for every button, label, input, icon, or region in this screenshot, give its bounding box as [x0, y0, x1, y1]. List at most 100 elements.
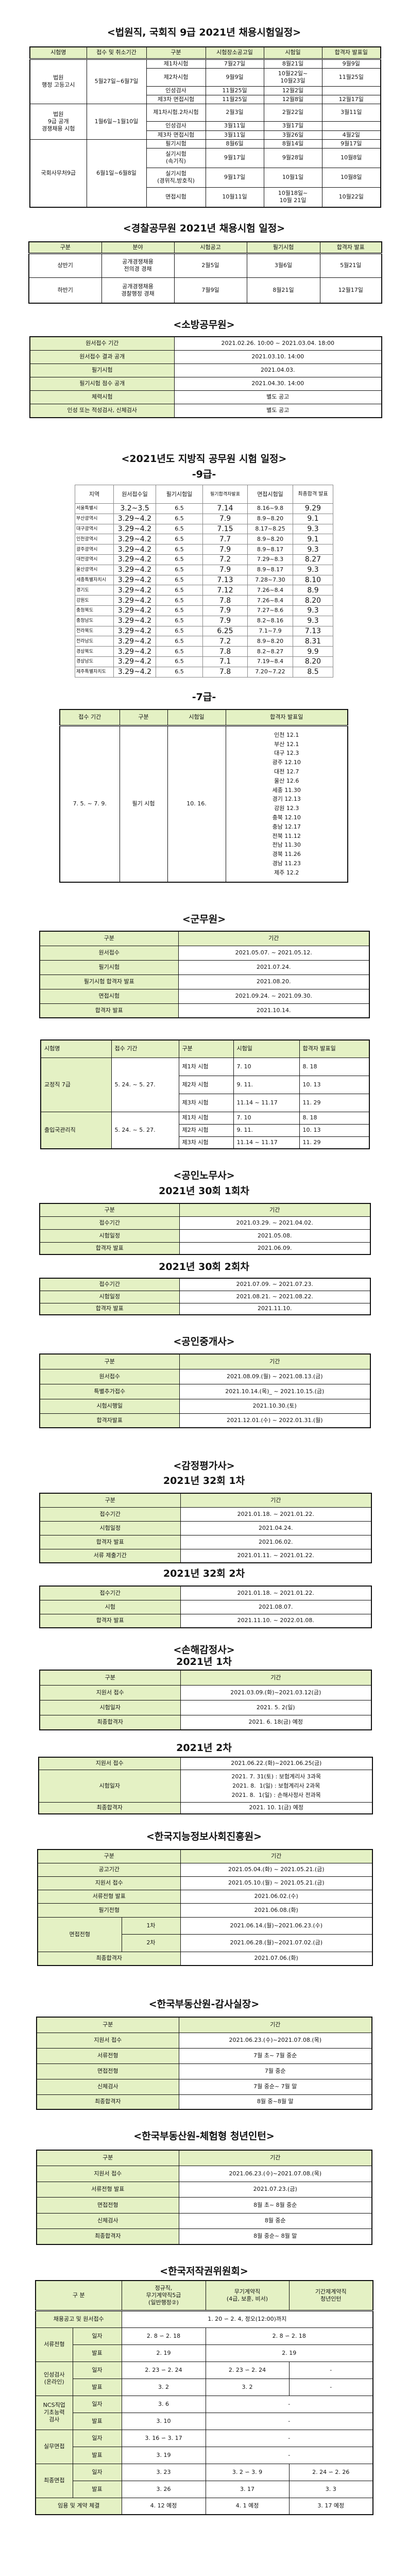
- cell: 7월27일: [205, 58, 264, 69]
- result-item: 대구 12.3: [274, 750, 299, 757]
- table-row: 제3차 시험 11.14 ~ 11.17 11. 29: [41, 1136, 370, 1149]
- appraiser-round2-subtitle: 2021년 32회 2차: [163, 1568, 245, 1579]
- table-row: 제3차 시험 11.14 ~ 11.17 11. 29: [41, 1093, 370, 1112]
- cell: 상반기: [28, 253, 102, 278]
- cell: 3. 23: [121, 2463, 206, 2481]
- row-label: 최종합격자: [36, 2228, 179, 2245]
- table-row: 발표 3. 26 3. 17 3. 3: [36, 2480, 373, 2498]
- police-header: 필기시험: [246, 241, 320, 254]
- cell: 8.9~8.20: [247, 513, 293, 524]
- police-table: 구분 분야 시험공고 필기시험 합격자 발표 상반기 공개경쟁채용 전의경 경채 2월5일 3…: [28, 241, 382, 304]
- cell: 11.14 ~ 11.17: [233, 1136, 300, 1149]
- grade7-header: 합격자 발표일: [225, 709, 348, 726]
- table-row: 부산광역시 3.29~4.2 6.5 7.9 8.9~8.20 9.1: [75, 513, 333, 524]
- exam-period: 5. 24. ~ 5. 27.: [111, 1057, 179, 1112]
- cell: 8.17~8.25: [247, 523, 293, 535]
- row-label: 서류전형: [36, 2047, 179, 2064]
- reb-audit-header-row: 구분 기간: [36, 2017, 372, 2033]
- table-row: 발표 3. 19-: [36, 2446, 373, 2464]
- row-value: 2021.08.20.: [178, 974, 370, 989]
- cell: 8.9~8.17: [247, 564, 293, 575]
- region-name: 대전광역시: [75, 554, 114, 565]
- row-value: 별도 공고: [174, 403, 382, 418]
- cell: 9월9일: [321, 58, 381, 69]
- appraiser-header: 기간: [180, 1493, 372, 1508]
- court-header: 구분: [146, 46, 206, 60]
- cell: 2월3일: [205, 103, 264, 122]
- police-header: 구분: [28, 241, 102, 254]
- cell: 8.2~8.27: [247, 646, 293, 657]
- adjuster-title: <손해감정사>: [173, 1644, 235, 1656]
- row-label: 공고기간: [37, 1862, 181, 1877]
- copyright-title: <한국저작권위원회>: [160, 2266, 248, 2277]
- cell: 9.3: [293, 523, 333, 535]
- table-row: 실기시험 (경위직,방호직) 9월17일 10월1일 10월8일: [30, 167, 381, 188]
- cell: 7.9: [202, 564, 248, 575]
- cell: 3.29~4.2: [113, 534, 156, 545]
- table-row: 합격자 발표 2021.10.14.: [39, 1003, 370, 1018]
- row-value: 2021.06.02.: [180, 1534, 372, 1549]
- court-table: 시험명 접수 및 취소기간 구분 시험장소공고일 시험일 합격자 발표일 법원 행정 고등…: [29, 46, 381, 208]
- row-value: 2021.03.10. 14:00: [174, 350, 382, 364]
- table-row: 인천광역시 3.29~4.2 6.5 7.7 8.9~8.20 9.1: [75, 534, 333, 545]
- table-row: 최종합격자 2021. 10. 1(금) 예정: [38, 1802, 373, 1814]
- table-row: 발표 3. 10-: [36, 2412, 373, 2430]
- row-value: 2021.01.18. ~ 2021.01.22.: [180, 1507, 372, 1522]
- row-label: 합격자 발표: [39, 1242, 180, 1255]
- sub-label: 일자: [72, 2429, 122, 2447]
- cell: 실기시험 (속기직): [146, 147, 206, 168]
- court-header: 시험장소공고일: [205, 46, 264, 60]
- adjuster-round1-table: 구분 기간 지원서 접수 2021.03.09.(화)~2021.03.12(금) …: [39, 1670, 372, 1730]
- court-header: 시험일: [263, 46, 322, 60]
- police-title: <경찰공무원 2021년 채용시험 일정>: [123, 223, 285, 234]
- corrections-header: 합격자 발표일: [299, 1039, 370, 1058]
- row-value: 2021.11.10. ~ 2022.01.08.: [180, 1613, 372, 1628]
- result-item: 강원 12.3: [274, 805, 299, 812]
- row-label: 체력시험: [29, 390, 175, 404]
- court-title: <법원직, 국회직 9급 2021년 채용시험일정>: [107, 27, 301, 38]
- appraiser-header-row: 구분 기간: [39, 1493, 372, 1508]
- labor-round2-subtitle: 2021년 30회 2회차: [159, 1261, 249, 1273]
- cell: 8.2~8.16: [247, 615, 293, 626]
- broker-table: 구분 기간 원서접수 2021.08.09.(월) ~ 2021.08.13.(금)…: [39, 1353, 371, 1428]
- row-value: 2021.04.30. 14:00: [174, 376, 382, 391]
- table-row: 면접전형 7월 중순: [36, 2063, 372, 2079]
- table-row: 면접전형 8월 초~ 8월 중순: [36, 2197, 372, 2214]
- table-row: 지원서 접수 2021.06.23.(수)~2021.07.08.(목): [36, 2032, 372, 2049]
- reb-audit-header: 구분: [36, 2017, 179, 2033]
- region-name: 경기도: [75, 585, 114, 596]
- cell: 3. 19: [121, 2446, 206, 2464]
- cell: 3. 16 ∽ 3. 17: [121, 2429, 206, 2447]
- cell: 2. 19: [121, 2344, 206, 2362]
- sub-label: 발표: [72, 2412, 122, 2430]
- cell: 2. 8 ∽ 2. 18: [205, 2327, 373, 2345]
- table-row: 최종면접 일자 3. 23 3. 2 ∽ 3. 9 2. 24 ∽ 2. 26: [35, 2463, 373, 2498]
- cell: 제1차시험: [146, 58, 206, 69]
- cell: 8월21일: [246, 277, 320, 304]
- region-name: 광주광역시: [75, 544, 114, 555]
- cell: 하반기: [28, 277, 102, 304]
- cell: -: [205, 2412, 373, 2430]
- row-label: 필기전형: [37, 1903, 181, 1918]
- table-row: 원서접수 2021.05.07. ~ 2021.05.12.: [39, 945, 370, 961]
- cell: 3. 3: [288, 2480, 373, 2498]
- cell: 3.29~4.2: [113, 666, 156, 678]
- table-row: 합격자 발표 2021.11.10. ~ 2022.01.08.: [39, 1613, 372, 1628]
- row-label: 최종합격자: [39, 1714, 181, 1730]
- row-label: 시험일자: [38, 1769, 181, 1803]
- labor-header: 구분: [39, 1203, 180, 1217]
- cell: 11.14 ~ 11.17: [233, 1093, 300, 1112]
- cell: 9월17일: [321, 139, 381, 148]
- cell: 6.5: [156, 523, 203, 535]
- cell: 공개경쟁채용 전의경 경채: [101, 253, 175, 278]
- cell: 8월6일: [205, 139, 264, 148]
- table-row: 필기시험 합격자 발표 2021.08.20.: [39, 974, 370, 989]
- table-row: 경상남도 3.29~4.2 6.5 7.1 7.19~8.4 8.20: [75, 656, 333, 667]
- adjuster-round2-subtitle: 2021년 2차: [176, 1742, 232, 1754]
- table-row: 서류전형 일자 2. 8 ∽ 2. 18 2. 8 ∽ 2. 18: [35, 2327, 373, 2362]
- cell: 6.5: [156, 595, 203, 606]
- cell: 3.29~4.2: [113, 564, 156, 575]
- row-label: 최종합격자: [38, 1802, 181, 1814]
- table-row: 시험일자 2021. 5. 2(일): [39, 1699, 372, 1715]
